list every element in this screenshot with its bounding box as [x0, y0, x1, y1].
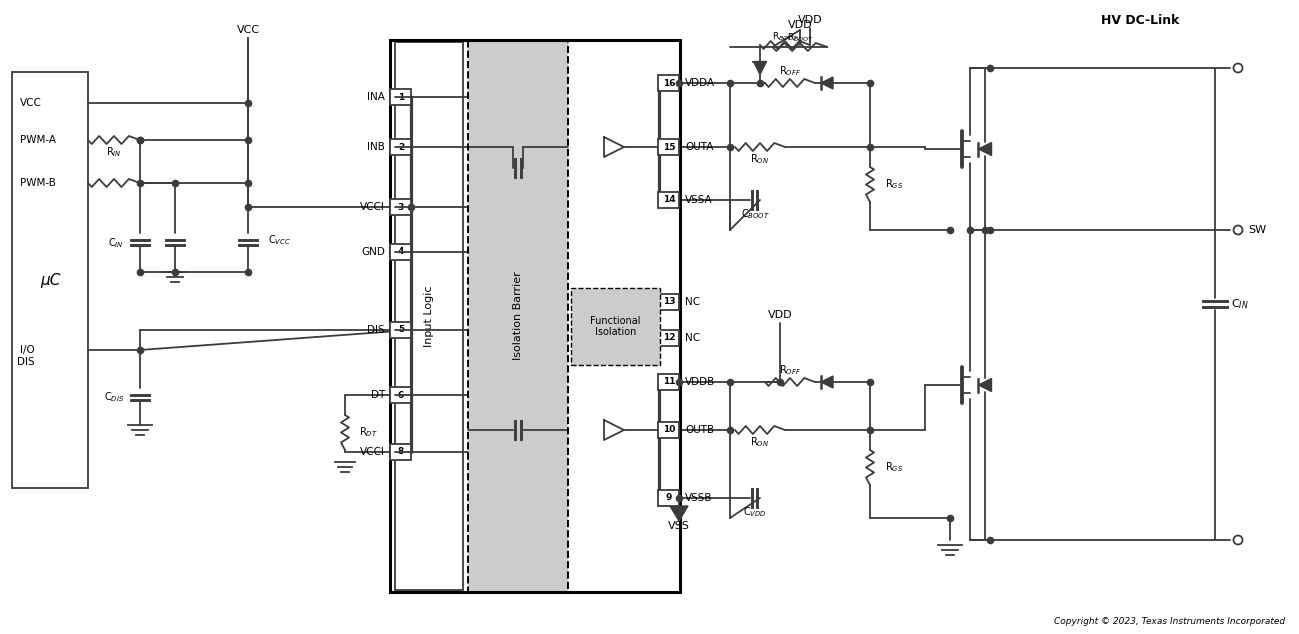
Text: VDD: VDD	[768, 310, 792, 320]
Polygon shape	[753, 61, 766, 75]
Text: VSSB: VSSB	[685, 493, 712, 503]
Text: NC: NC	[685, 333, 700, 343]
Text: DIS: DIS	[368, 325, 385, 335]
Text: C$_{BOOT}$: C$_{BOOT}$	[740, 207, 769, 221]
Text: C$_{IN}$: C$_{IN}$	[1231, 297, 1248, 311]
Text: HV DC-Link: HV DC-Link	[1100, 13, 1179, 27]
Text: 12: 12	[662, 333, 675, 342]
Text: 8: 8	[397, 448, 404, 456]
Bar	[391, 387, 412, 403]
Text: R$_{BOOT}$: R$_{BOOT}$	[772, 31, 799, 43]
Text: C$_{DIS}$: C$_{DIS}$	[104, 390, 123, 404]
Text: R$_{GS}$: R$_{GS}$	[885, 177, 903, 191]
Text: R$_{BOOT}$: R$_{BOOT}$	[787, 32, 813, 44]
Text: 16: 16	[662, 79, 675, 87]
Text: VDDA: VDDA	[685, 78, 716, 88]
Bar	[391, 89, 412, 105]
Text: 4: 4	[397, 247, 404, 257]
Text: R$_{OFF}$: R$_{OFF}$	[779, 64, 801, 78]
Text: INA: INA	[368, 92, 385, 102]
Bar	[659, 422, 679, 438]
Text: SW: SW	[1248, 225, 1267, 235]
Text: C$_{IN}$: C$_{IN}$	[108, 236, 123, 250]
Text: 15: 15	[662, 143, 675, 152]
Text: OUTB: OUTB	[685, 425, 714, 435]
Text: R$_{IN}$: R$_{IN}$	[107, 145, 122, 159]
Text: VSSA: VSSA	[685, 195, 713, 205]
Polygon shape	[978, 378, 991, 392]
Bar	[659, 294, 679, 310]
Text: 13: 13	[662, 297, 675, 306]
Text: NC: NC	[685, 297, 700, 307]
Polygon shape	[821, 77, 833, 89]
Text: Input Logic: Input Logic	[423, 285, 434, 347]
Text: Functional
Isolation: Functional Isolation	[590, 316, 640, 337]
Text: INB: INB	[368, 142, 385, 152]
Bar	[391, 322, 412, 338]
Text: μC: μC	[40, 273, 60, 287]
Text: I/O: I/O	[19, 345, 35, 355]
Text: R$_{OFF}$: R$_{OFF}$	[779, 363, 801, 377]
Bar	[12, 72, 88, 488]
Bar	[391, 139, 412, 155]
Text: R$_{DT}$: R$_{DT}$	[359, 425, 378, 439]
Text: DT: DT	[370, 390, 385, 400]
Text: 11: 11	[662, 377, 675, 387]
Text: 6: 6	[397, 391, 404, 399]
Bar	[468, 40, 568, 592]
Text: VDDB: VDDB	[685, 377, 716, 387]
Text: Copyright © 2023, Texas Instruments Incorporated: Copyright © 2023, Texas Instruments Inco…	[1053, 618, 1285, 626]
Text: VDD: VDD	[787, 20, 812, 30]
Text: C$_{VDD}$: C$_{VDD}$	[743, 505, 766, 519]
Text: VCCI: VCCI	[360, 202, 385, 212]
Bar	[659, 75, 679, 91]
Text: 2: 2	[397, 143, 404, 152]
Text: 3: 3	[397, 202, 404, 212]
Bar	[659, 330, 679, 346]
Bar	[572, 288, 660, 365]
Bar	[659, 139, 679, 155]
Text: 5: 5	[397, 325, 404, 335]
Polygon shape	[821, 376, 833, 388]
Text: DIS: DIS	[17, 357, 35, 367]
Text: OUTA: OUTA	[685, 142, 713, 152]
Text: C$_{VCC}$: C$_{VCC}$	[268, 233, 291, 247]
Text: VCC: VCC	[236, 25, 260, 35]
Bar	[395, 42, 462, 590]
Polygon shape	[670, 506, 688, 521]
Text: VCC: VCC	[19, 98, 42, 108]
Text: Isolation Barrier: Isolation Barrier	[513, 271, 523, 360]
Bar	[659, 192, 679, 208]
Text: R$_{ON}$: R$_{ON}$	[751, 152, 769, 166]
Bar	[391, 244, 412, 260]
Bar	[468, 40, 568, 592]
Polygon shape	[978, 143, 991, 155]
Text: 14: 14	[662, 195, 675, 205]
Text: VDD: VDD	[798, 15, 822, 25]
Text: R$_{ON}$: R$_{ON}$	[751, 435, 769, 449]
Text: VSS: VSS	[668, 521, 690, 531]
Bar	[659, 490, 679, 506]
Text: PWM-B: PWM-B	[19, 178, 56, 188]
Text: PWM-A: PWM-A	[19, 135, 56, 145]
Bar	[390, 40, 679, 592]
Bar	[391, 199, 412, 215]
Text: 10: 10	[662, 425, 675, 434]
Text: VCCI: VCCI	[360, 447, 385, 457]
Text: R$_{GS}$: R$_{GS}$	[885, 460, 903, 474]
Text: 9: 9	[666, 493, 672, 503]
Text: 1: 1	[397, 93, 404, 101]
Text: GND: GND	[361, 247, 385, 257]
Bar	[659, 374, 679, 390]
Bar	[391, 444, 412, 460]
